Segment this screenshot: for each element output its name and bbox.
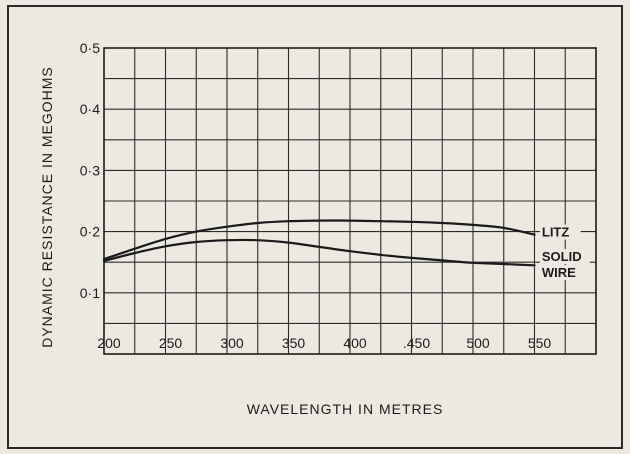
x-tick-label: 300 xyxy=(220,335,244,351)
x-tick-label: 500 xyxy=(466,335,490,351)
series-line-litz xyxy=(102,219,536,261)
x-tick-label: 200 xyxy=(97,335,121,351)
series-lines xyxy=(102,219,536,267)
grid xyxy=(104,48,596,354)
y-tick-label: 0·1 xyxy=(80,285,100,301)
y-tick-label: 0·3 xyxy=(80,162,100,178)
x-axis-label: WAVELENGTH IN METRES xyxy=(247,401,444,417)
series-label-backdrop xyxy=(539,265,581,281)
series-label: LITZ xyxy=(542,225,569,240)
y-axis-label: DYNAMIC RESISTANCE IN MEGOHMS xyxy=(39,66,55,348)
x-tick-label: 400 xyxy=(343,335,367,351)
plot-frame xyxy=(103,47,597,355)
y-tick-labels: 0·1 0·2 0·3 0·4 0·5 xyxy=(80,40,100,301)
x-tick-label: .450 xyxy=(403,335,430,351)
series-line-solid-wire xyxy=(102,238,536,267)
figure-border xyxy=(7,5,623,449)
series-label-backdrop xyxy=(539,249,590,265)
series-label: SOLID xyxy=(542,249,582,264)
y-tick-label: 0·2 xyxy=(80,224,100,240)
series-label-backdrop xyxy=(539,224,581,240)
x-tick-label: 250 xyxy=(159,335,183,351)
x-tick-labels: 200 250 300 350 400 .450 500 550 xyxy=(97,335,551,351)
y-tick-label: 0·5 xyxy=(80,40,100,56)
y-tick-label: 0·4 xyxy=(80,101,100,117)
series-label: WIRE xyxy=(542,265,576,280)
x-tick-label: 350 xyxy=(282,335,306,351)
x-tick-label: 550 xyxy=(528,335,552,351)
